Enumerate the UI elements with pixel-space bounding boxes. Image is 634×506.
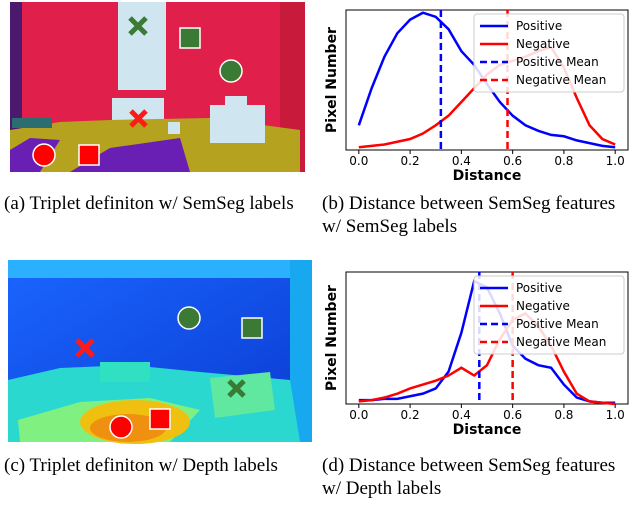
legend-label: Positive [516, 281, 562, 295]
caption: (c) Triplet definiton w/ Depth labels [4, 455, 278, 476]
caption: (a) Triplet definiton w/ SemSeg labels [4, 193, 294, 214]
plot-frame [345, 271, 629, 405]
x-tick-label: 0.4 [452, 408, 471, 422]
x-tick-label: 1.0 [606, 154, 625, 168]
depth-image [8, 260, 312, 444]
caption: (d) Distance between SemSeg features w/ … [322, 455, 616, 499]
semseg-image [10, 2, 305, 172]
data-line [358, 311, 616, 406]
x-tick-label: 0.6 [503, 154, 522, 168]
legend-box [473, 275, 625, 355]
x-tick-label: 0.0 [349, 154, 368, 168]
x-tick-label: 0.6 [503, 408, 522, 422]
legend-label: Negative Mean [516, 73, 606, 87]
legend-label: Positive [516, 19, 562, 33]
plot-frame [345, 9, 629, 151]
y-axis-label: Pixel Number [324, 27, 340, 133]
x-axis-label: Distance [453, 168, 522, 184]
x-tick-label: 0.0 [349, 408, 368, 422]
x-tick-label: 0.8 [554, 408, 573, 422]
x-tick-label: 0.8 [554, 154, 573, 168]
legend-label: Negative [516, 37, 570, 51]
caption: (b) Distance between SemSeg features w/ … [322, 193, 616, 237]
legend-label: Negative [516, 299, 570, 313]
y-axis-label: Pixel Number [324, 285, 340, 391]
x-tick-label: 0.4 [452, 154, 471, 168]
x-tick-label: 1.0 [606, 408, 625, 422]
legend-label: Negative Mean [516, 335, 606, 349]
x-tick-label: 0.2 [401, 408, 420, 422]
x-tick-label: 0.2 [401, 154, 420, 168]
legend-label: Positive Mean [516, 317, 599, 331]
x-axis-label: Distance [453, 422, 522, 438]
legend-box [473, 13, 625, 93]
legend-label: Positive Mean [516, 55, 599, 69]
